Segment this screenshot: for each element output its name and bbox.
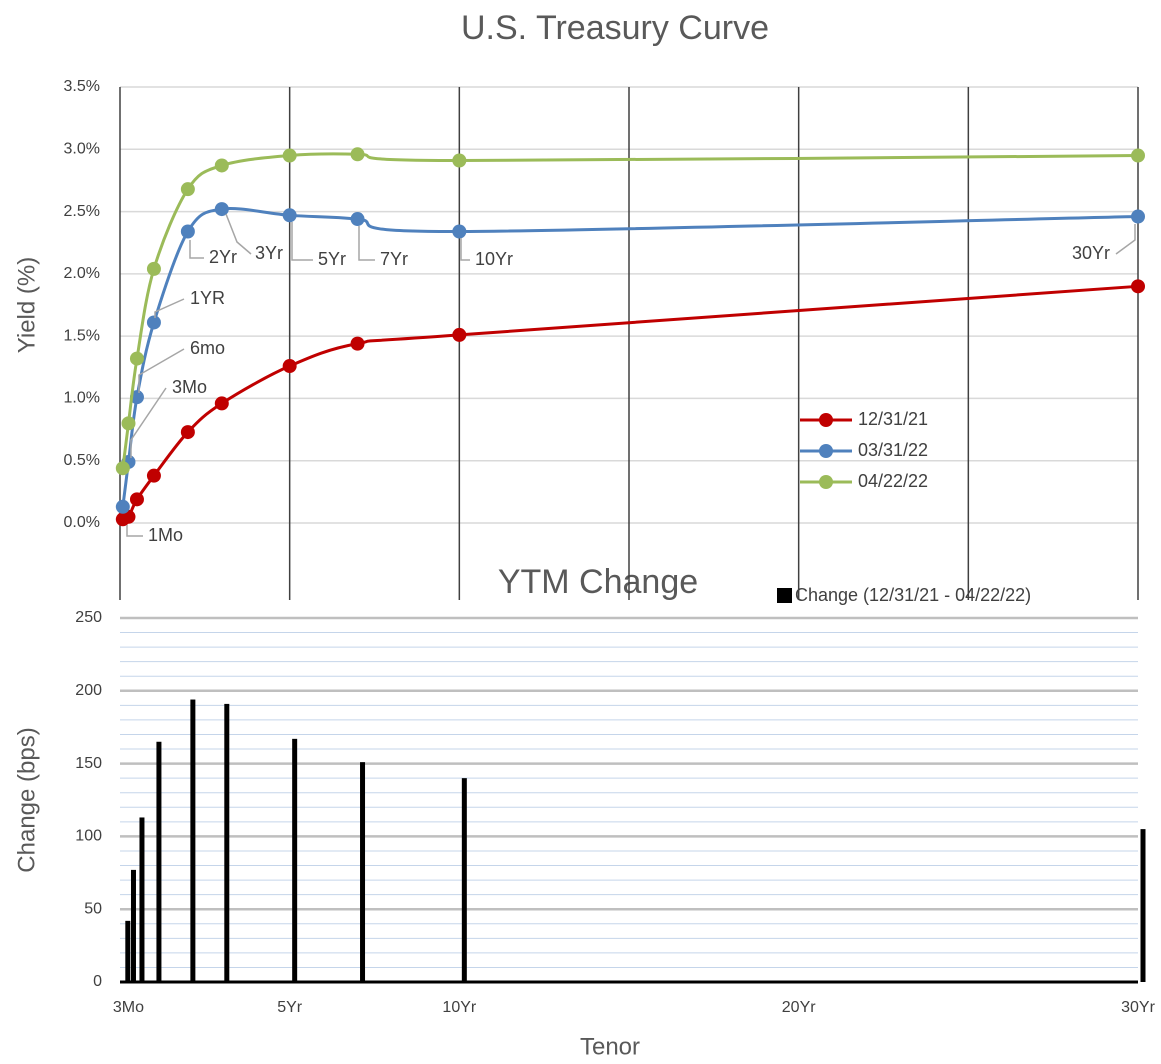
annotation-leader xyxy=(154,298,185,318)
legend-marker xyxy=(819,475,833,489)
x-axis-label: Tenor xyxy=(580,1033,640,1060)
y-axis-label: Change (bps) xyxy=(13,727,40,872)
annotation-leader xyxy=(291,222,313,261)
y-tick-label: 0 xyxy=(93,973,102,990)
data-point xyxy=(146,315,161,330)
bar xyxy=(1140,829,1146,982)
data-point xyxy=(214,158,229,173)
x-tick-label: 20Yr xyxy=(782,999,816,1016)
bar xyxy=(190,699,196,982)
series-line xyxy=(121,152,1139,469)
data-point xyxy=(350,336,365,351)
legend-marker xyxy=(819,444,833,458)
legend-marker xyxy=(777,588,792,603)
data-point xyxy=(180,425,195,440)
annotation-leader xyxy=(358,226,375,261)
annotation-leader xyxy=(126,525,143,537)
data-point xyxy=(214,396,229,411)
annotation: 3Yr xyxy=(255,243,283,263)
y-tick-label: 150 xyxy=(75,755,102,772)
y-tick-label: 250 xyxy=(75,609,102,626)
data-point xyxy=(180,224,195,239)
y-tick-label: 2.0% xyxy=(64,265,100,282)
data-point xyxy=(350,147,365,162)
data-point xyxy=(282,359,297,374)
y-tick-label: 200 xyxy=(75,682,102,699)
data-point xyxy=(146,261,161,276)
annotation-leader xyxy=(130,387,167,458)
annotation: 7Yr xyxy=(380,249,408,269)
annotation-leader xyxy=(225,213,252,255)
y-tick-label: 3.0% xyxy=(64,141,100,158)
x-tick-label: 10Yr xyxy=(442,999,476,1016)
annotation-leader xyxy=(189,240,204,259)
bar xyxy=(224,703,230,982)
bar xyxy=(461,778,467,982)
data-point xyxy=(282,208,297,223)
annotation: 5Yr xyxy=(318,249,346,269)
y-tick-label: 2.5% xyxy=(64,203,100,220)
series-line xyxy=(122,284,1139,521)
y-tick-label: 50 xyxy=(84,900,102,917)
data-point xyxy=(452,153,467,168)
legend-label: 04/22/22 xyxy=(858,471,928,491)
data-point xyxy=(452,224,467,239)
data-point xyxy=(180,182,195,197)
annotation: 1YR xyxy=(190,288,225,308)
x-tick-label: 5Yr xyxy=(277,999,303,1016)
y-axis-label: Yield (%) xyxy=(13,257,40,353)
x-tick-label: 30Yr xyxy=(1121,999,1155,1016)
y-tick-label: 3.5% xyxy=(64,78,100,95)
data-point xyxy=(452,327,467,342)
chart-title: U.S. Treasury Curve xyxy=(461,9,769,47)
annotation-leader xyxy=(1115,224,1136,255)
annotation-leader xyxy=(460,238,470,261)
data-point xyxy=(282,148,297,163)
legend-label: 03/31/22 xyxy=(858,440,928,460)
y-tick-label: 1.5% xyxy=(64,327,100,344)
y-tick-label: 100 xyxy=(75,828,102,845)
x-tick-label: 3Mo xyxy=(113,999,144,1016)
legend-marker xyxy=(819,413,833,427)
data-point xyxy=(1131,209,1145,224)
annotation: 30Yr xyxy=(1072,243,1110,263)
data-point xyxy=(1131,148,1145,163)
annotation-leader xyxy=(138,348,185,393)
annotation: 6mo xyxy=(190,338,225,358)
data-point xyxy=(115,461,130,476)
data-point xyxy=(1131,279,1145,294)
bar xyxy=(125,920,131,982)
bar xyxy=(292,738,298,982)
bar xyxy=(156,741,162,982)
data-point xyxy=(115,499,130,514)
annotation: 1Mo xyxy=(148,525,183,545)
legend-label: Change (12/31/21 - 04/22/22) xyxy=(795,585,1031,605)
bar xyxy=(360,762,366,982)
annotation: 10Yr xyxy=(475,249,513,269)
data-point xyxy=(121,416,136,431)
data-point xyxy=(129,351,144,366)
y-tick-label: 1.0% xyxy=(64,390,100,407)
y-tick-label: 0.0% xyxy=(64,514,100,531)
data-point xyxy=(214,202,229,217)
annotation: 3Mo xyxy=(172,377,207,397)
data-point xyxy=(350,212,365,227)
data-point xyxy=(129,492,144,507)
y-tick-label: 0.5% xyxy=(64,452,100,469)
annotation: 2Yr xyxy=(209,247,237,267)
chart-title: YTM Change xyxy=(498,563,698,601)
data-point xyxy=(146,468,161,483)
bar xyxy=(130,869,136,982)
bar xyxy=(139,817,145,982)
legend-label: 12/31/21 xyxy=(858,409,928,429)
